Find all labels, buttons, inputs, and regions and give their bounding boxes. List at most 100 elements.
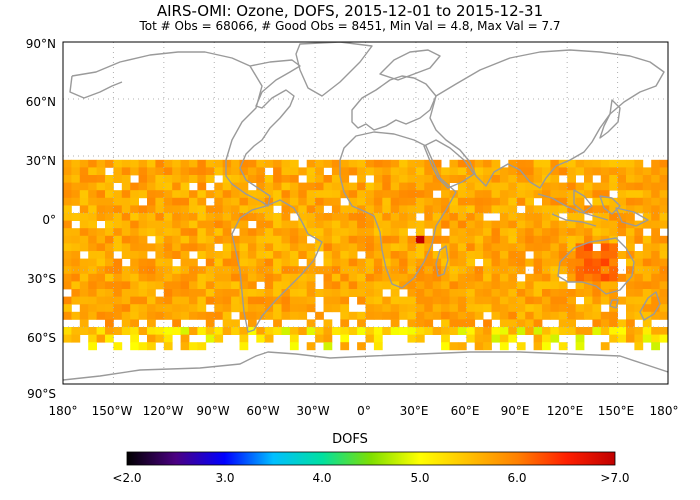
dofs-cell — [197, 205, 207, 214]
dofs-cell — [340, 243, 350, 252]
dofs-cell — [659, 311, 668, 320]
dofs-cell — [499, 213, 509, 221]
dofs-cell — [415, 190, 425, 199]
dofs-cell — [642, 304, 652, 313]
dofs-cell — [306, 266, 316, 275]
dofs-cell — [121, 243, 131, 252]
dofs-cell — [71, 167, 81, 176]
dofs-cell — [96, 159, 106, 168]
dofs-cell — [323, 289, 333, 297]
dofs-cell — [239, 243, 249, 252]
dofs-cell — [399, 258, 408, 267]
dofs-cell — [256, 273, 266, 282]
dofs-cell — [281, 281, 291, 290]
dofs-cell — [281, 220, 291, 229]
dofs-cell — [432, 213, 442, 221]
dofs-cell — [96, 327, 106, 335]
dofs-cell — [617, 273, 627, 282]
dofs-cell — [483, 167, 492, 176]
dofs-cell — [147, 228, 156, 237]
dofs-cell — [499, 296, 509, 305]
dofs-cell — [222, 228, 232, 237]
dofs-cell — [474, 243, 484, 252]
dofs-cell — [306, 243, 316, 252]
dofs-cell — [508, 334, 518, 343]
dofs-cell — [407, 205, 417, 214]
dofs-cell — [197, 281, 207, 290]
dofs-cell — [197, 228, 207, 237]
dofs-cell — [415, 304, 425, 313]
dofs-cell — [197, 235, 207, 244]
dofs-cell — [264, 190, 274, 199]
dofs-cell — [407, 167, 417, 176]
dofs-cell — [105, 281, 114, 290]
dofs-cell — [247, 319, 257, 328]
dofs-cell — [113, 243, 123, 252]
dofs-cell — [542, 273, 551, 282]
dofs-cell — [382, 190, 392, 199]
dofs-cell — [365, 304, 375, 313]
dofs-cell — [415, 159, 425, 168]
dofs-cell — [298, 235, 308, 244]
dofs-cell — [550, 327, 560, 335]
dofs-cell — [617, 197, 627, 206]
dofs-cell — [348, 258, 358, 267]
dofs-cell — [172, 304, 181, 313]
dofs-cell — [357, 273, 366, 282]
dofs-cell — [550, 205, 560, 214]
dofs-cell — [63, 205, 72, 214]
dofs-cell — [315, 175, 324, 183]
dofs-cell — [163, 159, 173, 168]
dofs-cell — [617, 159, 627, 168]
dofs-cell — [348, 243, 358, 252]
dofs-cell — [474, 311, 484, 320]
dofs-cell — [147, 258, 156, 267]
dofs-cell — [163, 342, 173, 351]
dofs-cell — [499, 243, 509, 252]
dofs-cell — [508, 273, 518, 282]
dofs-cell — [289, 175, 299, 183]
dofs-cell — [659, 304, 668, 313]
dofs-cell — [340, 167, 350, 176]
dofs-cell — [407, 213, 417, 221]
dofs-cell — [567, 213, 576, 221]
dofs-cell — [399, 175, 408, 183]
dofs-cell — [575, 334, 585, 343]
dofs-cell — [584, 190, 593, 199]
dofs-cell — [584, 220, 593, 229]
dofs-cell — [105, 197, 114, 206]
dofs-cell — [281, 289, 291, 297]
dofs-cell — [550, 334, 560, 343]
dofs-cell — [155, 228, 165, 237]
dofs-cell — [189, 311, 198, 320]
dofs-cell — [457, 304, 467, 313]
dofs-cell — [415, 243, 425, 252]
dofs-cell — [231, 319, 240, 328]
dofs-cell — [147, 311, 156, 320]
dofs-cell — [373, 289, 383, 297]
dofs-cell — [533, 251, 543, 259]
dofs-cell — [499, 281, 509, 290]
dofs-cell — [147, 327, 156, 335]
dofs-cell — [138, 235, 148, 244]
dofs-cell — [466, 182, 476, 191]
dofs-cell — [105, 213, 114, 221]
dofs-cell — [642, 213, 652, 221]
dofs-cell — [642, 334, 652, 343]
colorbar-label-3: 3.0 — [215, 471, 235, 485]
dofs-cell — [205, 258, 215, 267]
dofs-cell — [306, 175, 316, 183]
dofs-cell — [315, 167, 324, 176]
dofs-cell — [289, 311, 299, 320]
dofs-cell — [432, 182, 442, 191]
dofs-cell — [626, 319, 635, 328]
dofs-cell — [323, 243, 333, 252]
dofs-cell — [415, 281, 425, 290]
dofs-cell — [542, 243, 551, 252]
dofs-cell — [508, 251, 518, 259]
dofs-cell — [105, 311, 114, 320]
dofs-cell — [449, 159, 459, 168]
dofs-cell — [642, 266, 652, 275]
dofs-cell — [567, 228, 576, 237]
dofs-cell — [289, 258, 299, 267]
